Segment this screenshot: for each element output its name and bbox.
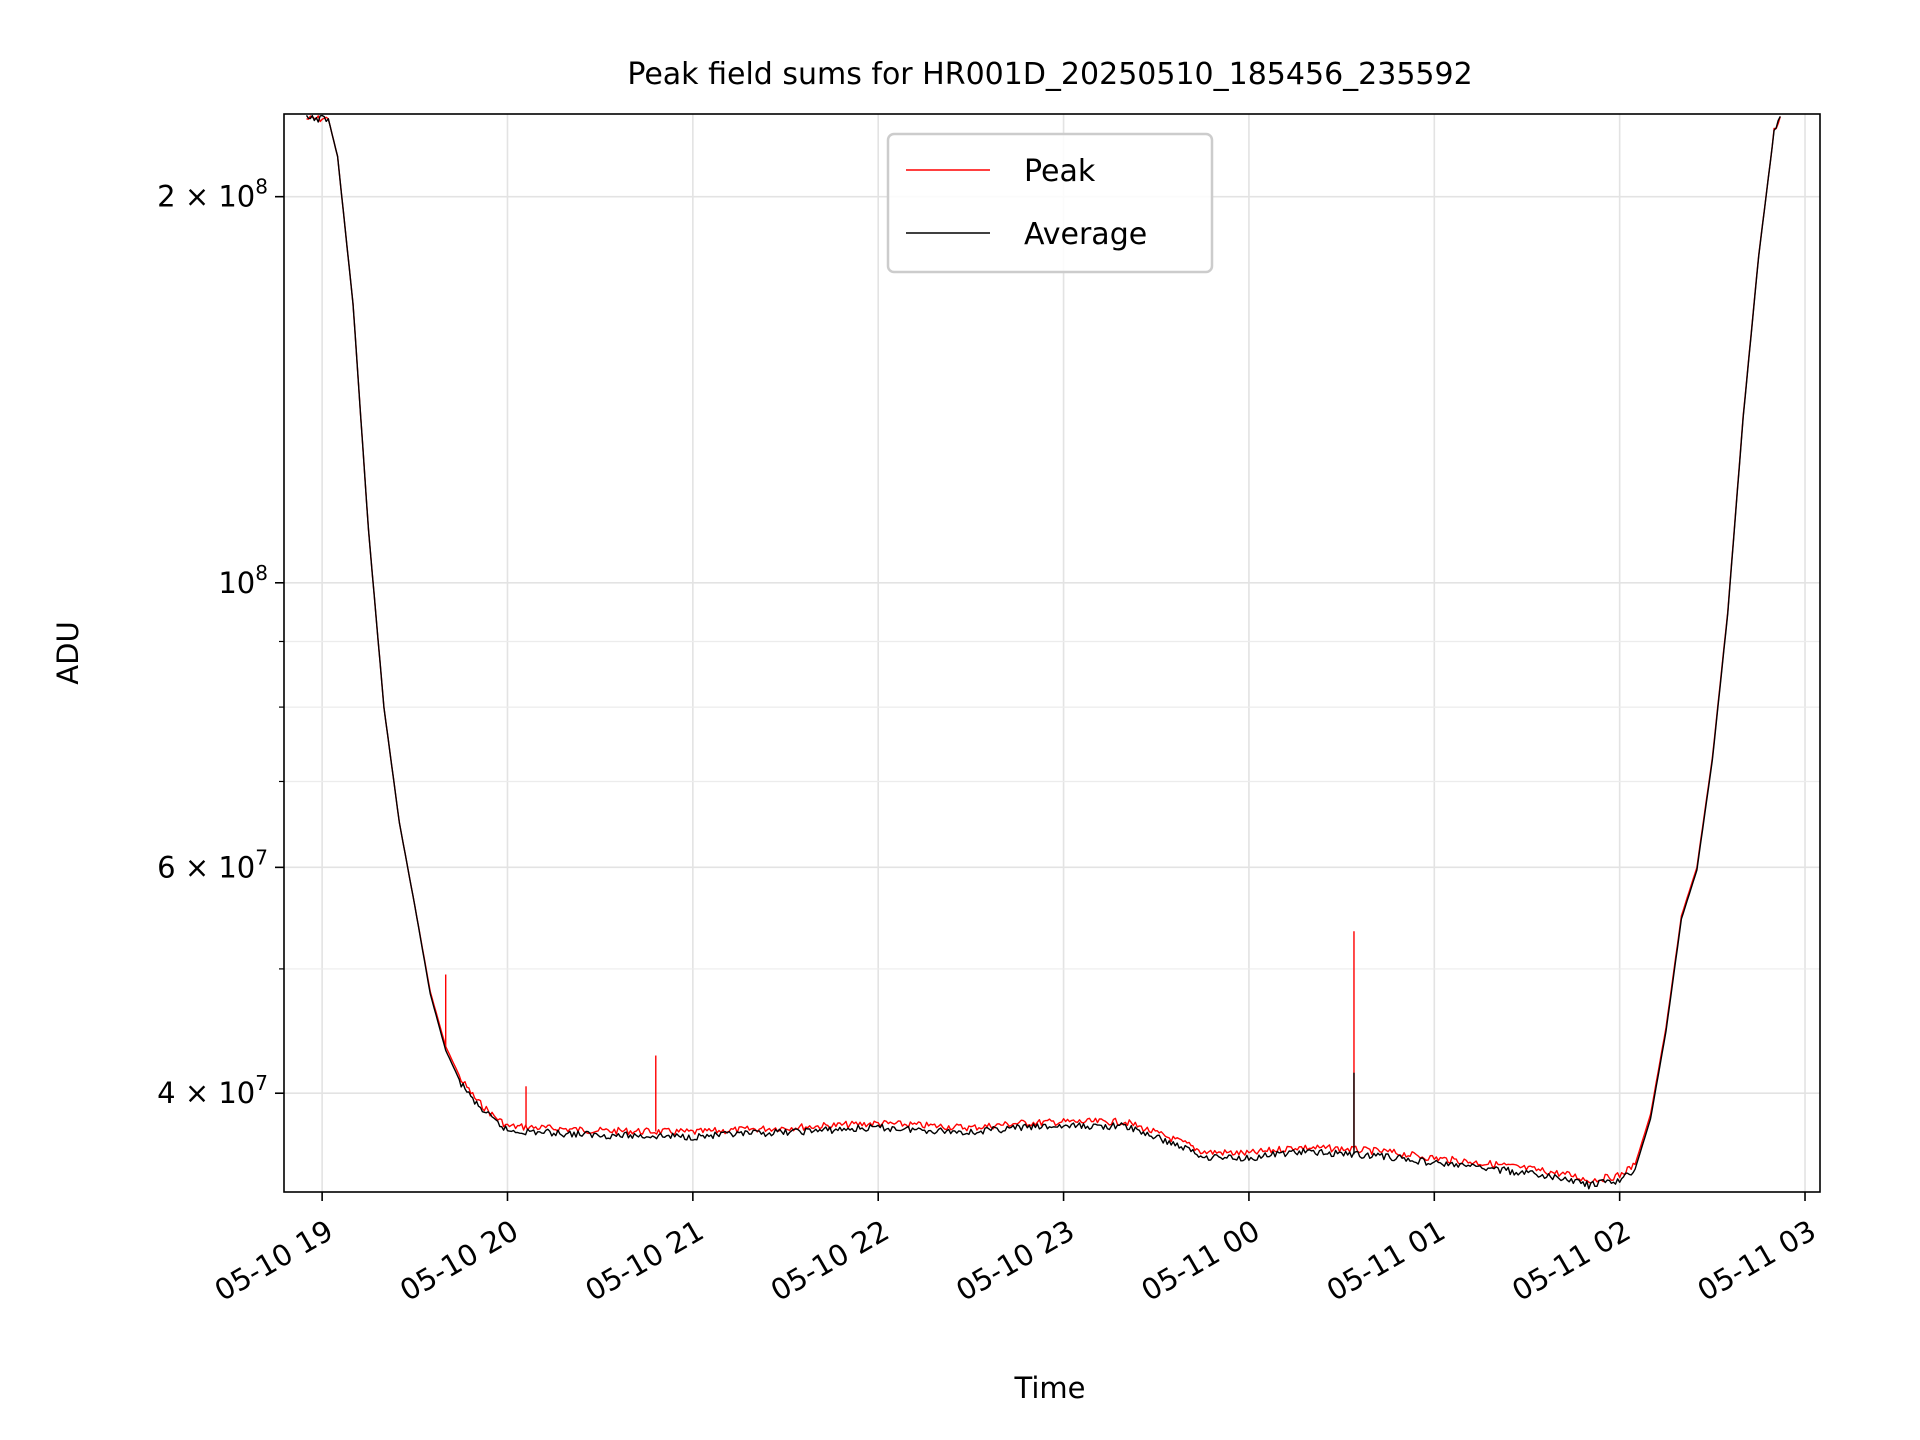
plot-frame: [283, 113, 1821, 1193]
x-tick-label: 05-11 03: [1692, 1213, 1822, 1308]
x-tick-label: 05-10 19: [209, 1213, 339, 1308]
x-tick-label: 05-10 23: [950, 1213, 1080, 1308]
y-axis-ticks: 2 × 108 108 6 × 107 4 × 107: [157, 175, 284, 1110]
legend-average-label: Average: [1024, 217, 1147, 252]
chart-title: Peak field sums for HR001D_20250510_1854…: [627, 57, 1472, 92]
y-tick-label: 108: [218, 561, 268, 600]
x-tick-label: 05-11 00: [1136, 1213, 1266, 1308]
average-series-line: [305, 114, 1781, 1190]
y-tick-label: 6 × 107: [157, 845, 268, 884]
legend-peak-label: Peak: [1024, 154, 1096, 189]
x-tick-label: 05-10 20: [394, 1213, 524, 1308]
x-tick-label: 05-10 22: [765, 1213, 895, 1308]
x-axis-label: Time: [1014, 1371, 1086, 1405]
x-tick-label: 05-11 02: [1506, 1213, 1636, 1308]
legend-box: [886, 132, 1214, 274]
y-tick-label: 2 × 108: [157, 175, 268, 214]
x-tick-label: 05-11 01: [1321, 1213, 1451, 1308]
y-axis-label: ADU: [51, 621, 85, 684]
x-axis-ticks: 05-10 19 05-10 20 05-10 21 05-10 22 05-10 23…: [209, 1192, 1822, 1308]
peak-series-line: [306, 115, 1781, 1184]
y-tick-label: 4 × 107: [157, 1071, 268, 1110]
series-group: [305, 114, 1781, 1190]
legend: Peak Average: [886, 132, 1214, 274]
x-tick-label: 05-10 21: [579, 1213, 709, 1308]
grid: [284, 114, 1820, 1192]
